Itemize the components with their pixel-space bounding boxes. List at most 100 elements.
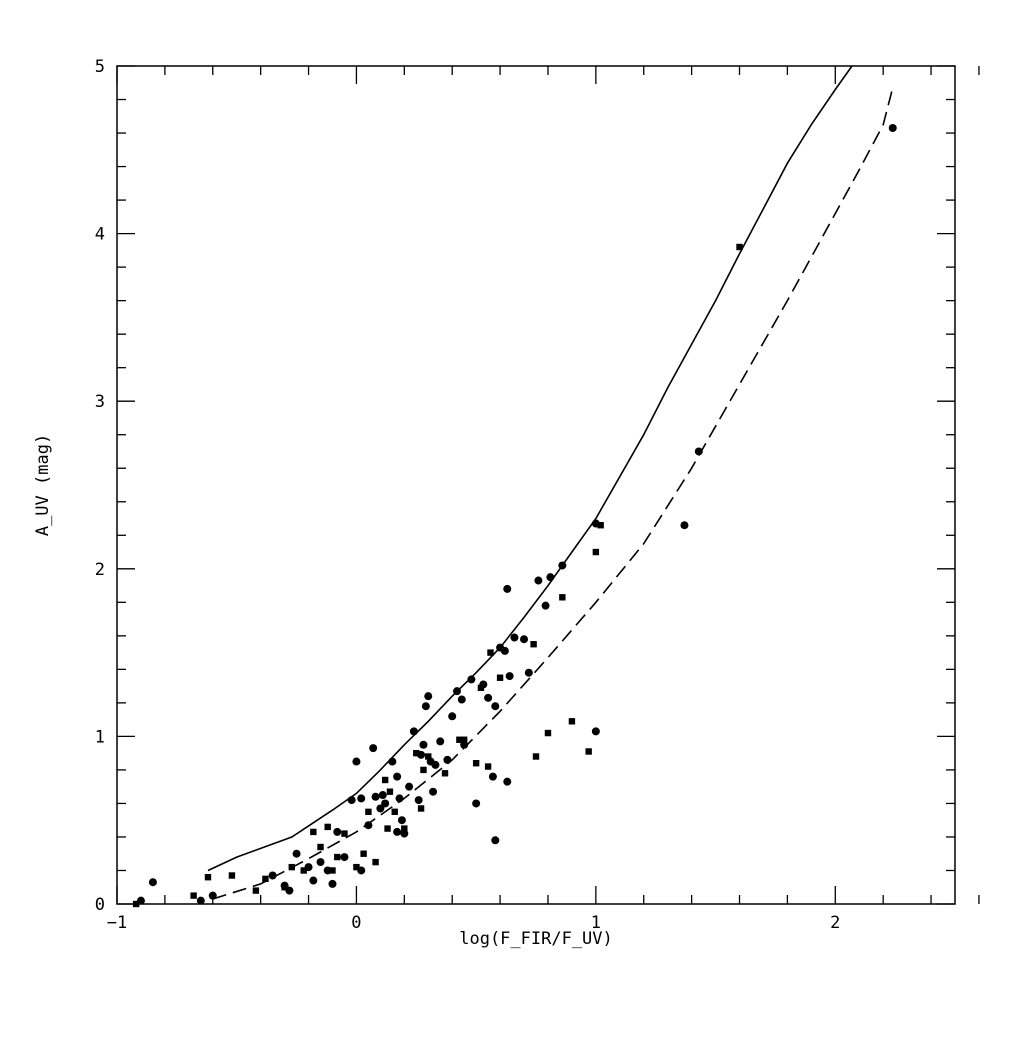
square-point: [544, 729, 552, 737]
x-tick-label: 0: [351, 913, 361, 933]
circle-point: [393, 827, 402, 836]
circle-point: [443, 755, 452, 764]
y-tick-label: 5: [95, 57, 105, 77]
plot-frame: [116, 65, 956, 905]
x-tick-label: −1: [107, 913, 127, 933]
circle-point: [196, 896, 205, 905]
circle-point: [888, 124, 897, 133]
square-point: [597, 522, 604, 529]
y-tick-label: 3: [95, 392, 105, 412]
square-point: [487, 649, 494, 656]
circle-point: [491, 836, 500, 845]
x-tick-label: 2: [830, 913, 840, 933]
square-point: [341, 830, 348, 837]
y-tick-label: 0: [95, 895, 105, 915]
dashed-curve: [212, 87, 894, 900]
y-tick-label: 1: [95, 727, 105, 747]
square-point: [381, 776, 389, 784]
circle-point: [467, 675, 476, 684]
solid-curve: [207, 65, 853, 872]
square-point: [425, 753, 432, 760]
circle-point: [352, 757, 361, 766]
square-point: [360, 850, 367, 857]
circle-point: [546, 573, 555, 582]
square-point: [460, 736, 468, 743]
circle-point: [452, 687, 461, 696]
square-point: [353, 863, 360, 871]
square-point: [204, 873, 212, 881]
square-point: [559, 594, 566, 601]
square-point: [372, 858, 379, 866]
circle-point: [510, 633, 519, 642]
square-point: [281, 884, 288, 891]
square-point: [413, 749, 420, 757]
square-point: [532, 753, 540, 760]
x-tick-label: 1: [591, 913, 601, 933]
circle-point: [381, 799, 390, 808]
square-point: [472, 760, 480, 767]
circle-point: [488, 772, 497, 781]
circle-point: [534, 576, 543, 585]
y-tick-label: 4: [95, 225, 105, 245]
square-point: [329, 867, 336, 874]
square-point: [568, 718, 576, 725]
circle-point: [694, 447, 703, 456]
circle-point: [397, 816, 406, 825]
square-point: [365, 808, 372, 816]
circle-point: [520, 635, 529, 644]
square-point: [262, 875, 269, 883]
circle-point: [208, 891, 217, 900]
square-point: [310, 828, 317, 836]
x-axis-label: log(F_FIR/F_UV): [459, 929, 613, 949]
circle-point: [448, 712, 457, 721]
circle-point: [503, 584, 512, 593]
circle-point: [309, 876, 318, 885]
circle-point: [484, 693, 493, 702]
circle-point: [371, 792, 380, 801]
circle-point: [457, 695, 466, 704]
circle-point: [436, 737, 445, 746]
square-point: [228, 872, 236, 879]
square-point: [456, 736, 463, 743]
y-tick-label: 2: [95, 560, 105, 580]
circle-point: [340, 853, 349, 862]
circle-point: [472, 799, 481, 808]
square-point: [300, 867, 307, 874]
square-point: [391, 808, 398, 816]
circle-point: [424, 692, 433, 701]
circle-point: [333, 827, 342, 836]
model-curves: [207, 65, 894, 900]
circle-point: [558, 561, 567, 570]
circle-point: [369, 744, 378, 753]
square-point: [132, 900, 140, 908]
circle-point: [388, 757, 397, 766]
circle-point: [429, 787, 438, 796]
circle-point: [409, 727, 418, 736]
square-point: [592, 548, 600, 556]
square-point: [324, 823, 331, 831]
circle-point: [378, 791, 387, 800]
square-point: [420, 766, 427, 774]
circle-point: [591, 727, 600, 736]
circle-point: [393, 772, 402, 781]
square-point: [496, 674, 504, 681]
circle-point: [421, 702, 430, 711]
square-point: [190, 892, 197, 899]
square-point: [252, 887, 260, 894]
circle-point: [316, 858, 325, 867]
circle-point: [364, 821, 373, 830]
circle-point: [500, 646, 509, 655]
square-point: [530, 641, 537, 648]
circle-point: [347, 796, 356, 805]
y-axis-label: A_UV (mag): [33, 434, 53, 536]
circle-point: [503, 777, 512, 786]
circle-point: [680, 521, 689, 530]
circle-point: [148, 878, 157, 887]
circle-point: [414, 796, 423, 805]
circle-point: [328, 879, 337, 888]
circle-point: [405, 782, 414, 791]
circle-point: [419, 740, 428, 749]
square-point: [477, 684, 485, 691]
